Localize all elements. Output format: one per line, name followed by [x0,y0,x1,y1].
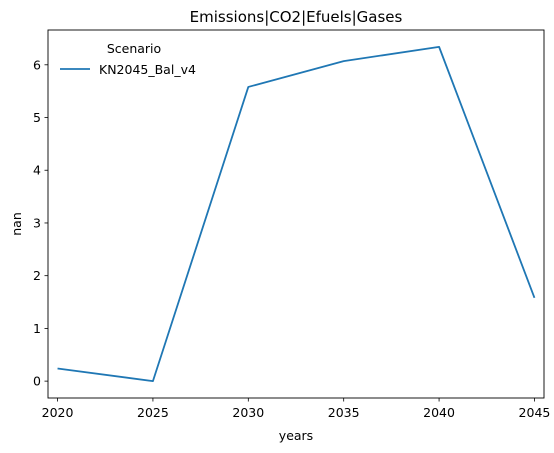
y-tick-label: 2 [33,268,41,283]
legend-entry-label: KN2045_Bal_v4 [99,62,196,77]
x-axis-label: years [279,428,313,443]
y-axis-label: nan [9,212,24,236]
y-tick-label: 0 [33,374,41,389]
y-tick-label: 6 [33,57,41,72]
x-tick-label: 2045 [519,405,551,420]
x-tick-label: 2035 [328,405,360,420]
y-tick-label: 3 [33,215,41,230]
chart-title: Emissions|CO2|Efuels|Gases [190,8,403,26]
x-axis: 2020 2025 2030 2035 2040 2045 [42,398,551,420]
y-tick-label: 4 [33,163,41,178]
legend: Scenario KN2045_Bal_v4 [60,41,196,77]
x-tick-label: 2030 [232,405,264,420]
legend-title: Scenario [107,41,161,56]
y-tick-label: 1 [33,321,41,336]
y-axis: 0 1 2 3 4 5 6 [33,57,48,389]
series-line-0 [57,45,536,383]
x-tick-label: 2020 [42,405,74,420]
plot-area-frame [47,29,545,399]
x-tick-label: 2025 [137,405,169,420]
y-tick-label: 5 [33,110,41,125]
series-layer [57,45,536,383]
x-tick-label: 2040 [423,405,455,420]
